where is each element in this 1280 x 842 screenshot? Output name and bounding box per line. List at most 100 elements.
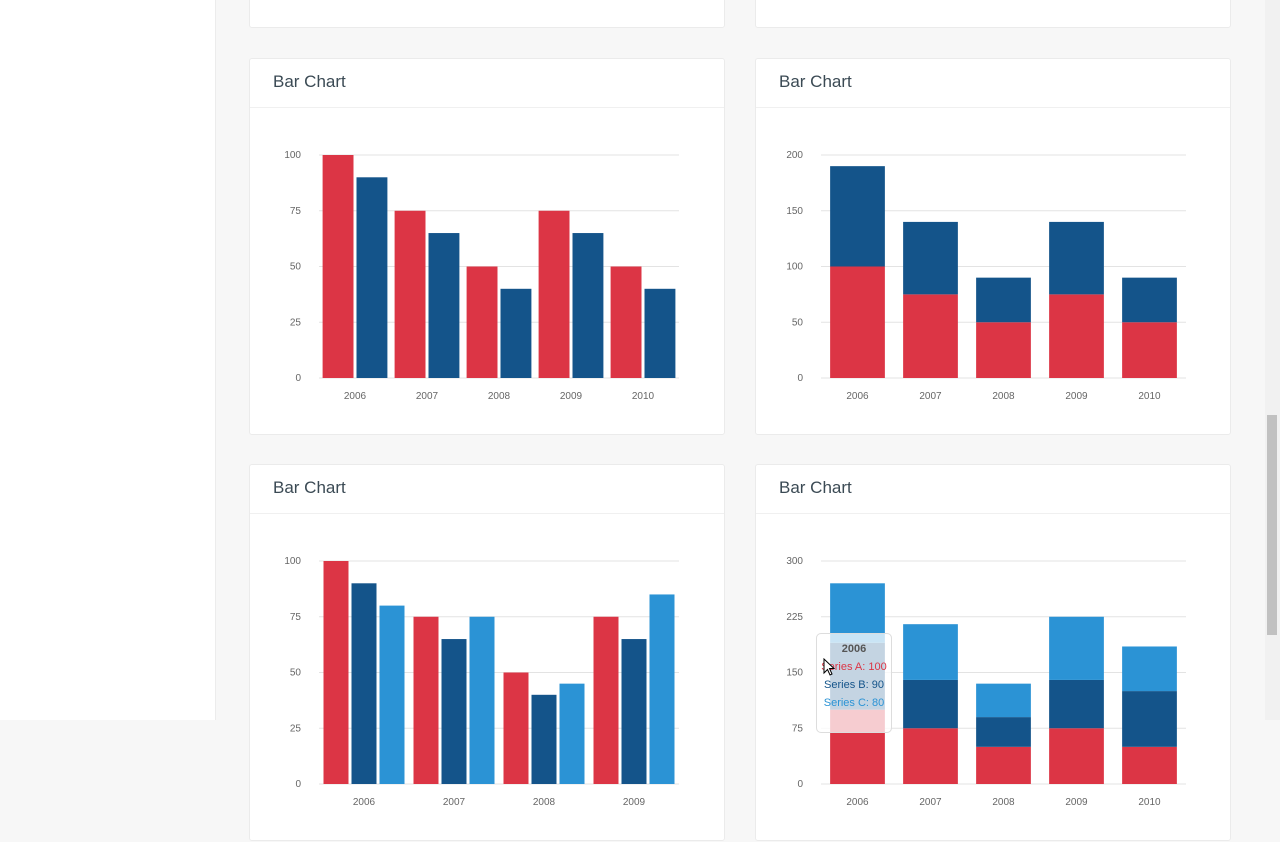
bar-segment xyxy=(976,277,1031,323)
x-tick-label: 2007 xyxy=(919,797,942,808)
bar-chart-stacked: 0 50 100 150 200 2006 2007 2008 2009 2010 xyxy=(786,150,1186,402)
bar-segment xyxy=(1122,646,1177,692)
y-tick-label: 50 xyxy=(290,668,302,679)
bar-segment xyxy=(976,683,1031,718)
bar xyxy=(538,210,570,378)
bar-segment xyxy=(1049,728,1104,784)
sidebar xyxy=(0,0,216,720)
y-tick-label: 75 xyxy=(290,206,302,217)
bar xyxy=(466,266,498,378)
bar xyxy=(428,233,460,378)
x-tick-label: 2009 xyxy=(1065,391,1088,402)
bar-segment xyxy=(1049,616,1104,680)
y-tick-label: 75 xyxy=(290,612,302,623)
x-tick-label: 2009 xyxy=(623,797,646,808)
tooltip-series-a: Series A: 100 xyxy=(821,661,887,673)
x-tick-label: 2006 xyxy=(846,797,869,808)
bar-segment xyxy=(976,717,1031,747)
bar-segment xyxy=(976,322,1031,378)
bar-segment xyxy=(976,746,1031,784)
bar xyxy=(351,583,377,784)
bar-segment xyxy=(903,728,958,784)
bar-segment xyxy=(1049,221,1104,295)
y-tick-label: 100 xyxy=(284,150,301,161)
x-tick-label: 2010 xyxy=(1138,391,1161,402)
bar xyxy=(379,605,405,784)
mouse-cursor-icon xyxy=(823,658,835,676)
card-title: Bar Chart xyxy=(756,465,1230,514)
x-tick-label: 2007 xyxy=(443,797,466,808)
x-tick-label: 2007 xyxy=(416,391,439,402)
x-tick-label: 2008 xyxy=(992,797,1015,808)
bar xyxy=(644,288,676,378)
y-tick-label: 150 xyxy=(786,206,803,217)
bar xyxy=(610,266,642,378)
bar xyxy=(593,616,619,784)
bar xyxy=(322,155,354,378)
y-tick-label: 0 xyxy=(797,373,803,384)
x-tick-label: 2010 xyxy=(632,391,655,402)
x-tick-label: 2008 xyxy=(992,391,1015,402)
y-tick-label: 0 xyxy=(797,779,803,790)
y-tick-label: 225 xyxy=(786,612,803,623)
bar xyxy=(469,616,495,784)
bar-segment xyxy=(903,294,958,378)
bar-segment xyxy=(830,583,885,643)
scrollbar-thumb[interactable] xyxy=(1267,415,1277,635)
x-tick-label: 2006 xyxy=(344,391,367,402)
bar-chart-card-2: Bar Chart 0 50 100 150 200 2006 2007 2008 2009 201… xyxy=(755,58,1231,435)
bar xyxy=(323,561,349,784)
x-tick-label: 2009 xyxy=(1065,797,1088,808)
bar-segment xyxy=(830,266,885,378)
card-title: Bar Chart xyxy=(756,59,1230,108)
bar xyxy=(559,683,585,784)
bar xyxy=(649,594,675,784)
bar-segment xyxy=(903,624,958,680)
card-top-left xyxy=(249,0,725,28)
y-tick-label: 50 xyxy=(290,262,302,273)
bar xyxy=(356,177,388,378)
bar xyxy=(621,639,647,784)
bar-segment xyxy=(1122,746,1177,784)
y-tick-label: 25 xyxy=(290,723,302,734)
x-tick-label: 2006 xyxy=(353,797,376,808)
y-tick-label: 150 xyxy=(786,668,803,679)
card-title: Bar Chart xyxy=(250,59,724,108)
bar-chart-card-1: Bar Chart 0 25 50 75 100 2006 2007 2008 2009 2010 xyxy=(249,58,725,435)
bar-segment xyxy=(1122,691,1177,747)
bar-segment xyxy=(830,166,885,267)
bar-segment xyxy=(1049,294,1104,378)
bar xyxy=(500,288,532,378)
y-tick-label: 100 xyxy=(786,262,803,273)
bar xyxy=(531,694,557,784)
bar-chart-grouped: 0 25 50 75 100 2006 2007 2008 2009 2010 xyxy=(284,150,679,402)
tooltip-series-c: Series C: 80 xyxy=(823,697,885,709)
bar-segment xyxy=(903,679,958,729)
bar xyxy=(413,616,439,784)
bar xyxy=(394,210,426,378)
y-tick-label: 25 xyxy=(290,317,302,328)
tooltip-title: 2006 xyxy=(841,643,867,655)
chart-tooltip: 2006 Series A: 100 Series B: 90 Series C… xyxy=(816,633,892,733)
bar-segment xyxy=(1049,679,1104,729)
card-title: Bar Chart xyxy=(250,465,724,514)
bar-segment xyxy=(903,221,958,295)
bar-segment xyxy=(1122,322,1177,378)
card-top-right xyxy=(755,0,1231,28)
x-tick-label: 2009 xyxy=(560,391,583,402)
x-tick-label: 2010 xyxy=(1138,797,1161,808)
bar-chart-grouped-3: 0 25 50 75 100 2006 2007 2008 2009 xyxy=(284,556,679,808)
x-tick-label: 2006 xyxy=(846,391,869,402)
y-tick-label: 50 xyxy=(792,317,804,328)
x-tick-label: 2008 xyxy=(533,797,556,808)
scrollbar[interactable] xyxy=(1265,0,1280,720)
bar xyxy=(572,233,604,378)
bar xyxy=(441,639,467,784)
bar-chart-card-3: Bar Chart 0 25 50 75 100 2006 2007 2008 2009 xyxy=(249,464,725,841)
x-tick-label: 2007 xyxy=(919,391,942,402)
x-tick-label: 2008 xyxy=(488,391,511,402)
y-tick-label: 300 xyxy=(786,556,803,567)
y-tick-label: 100 xyxy=(284,556,301,567)
y-tick-label: 0 xyxy=(295,779,301,790)
y-tick-label: 0 xyxy=(295,373,301,384)
